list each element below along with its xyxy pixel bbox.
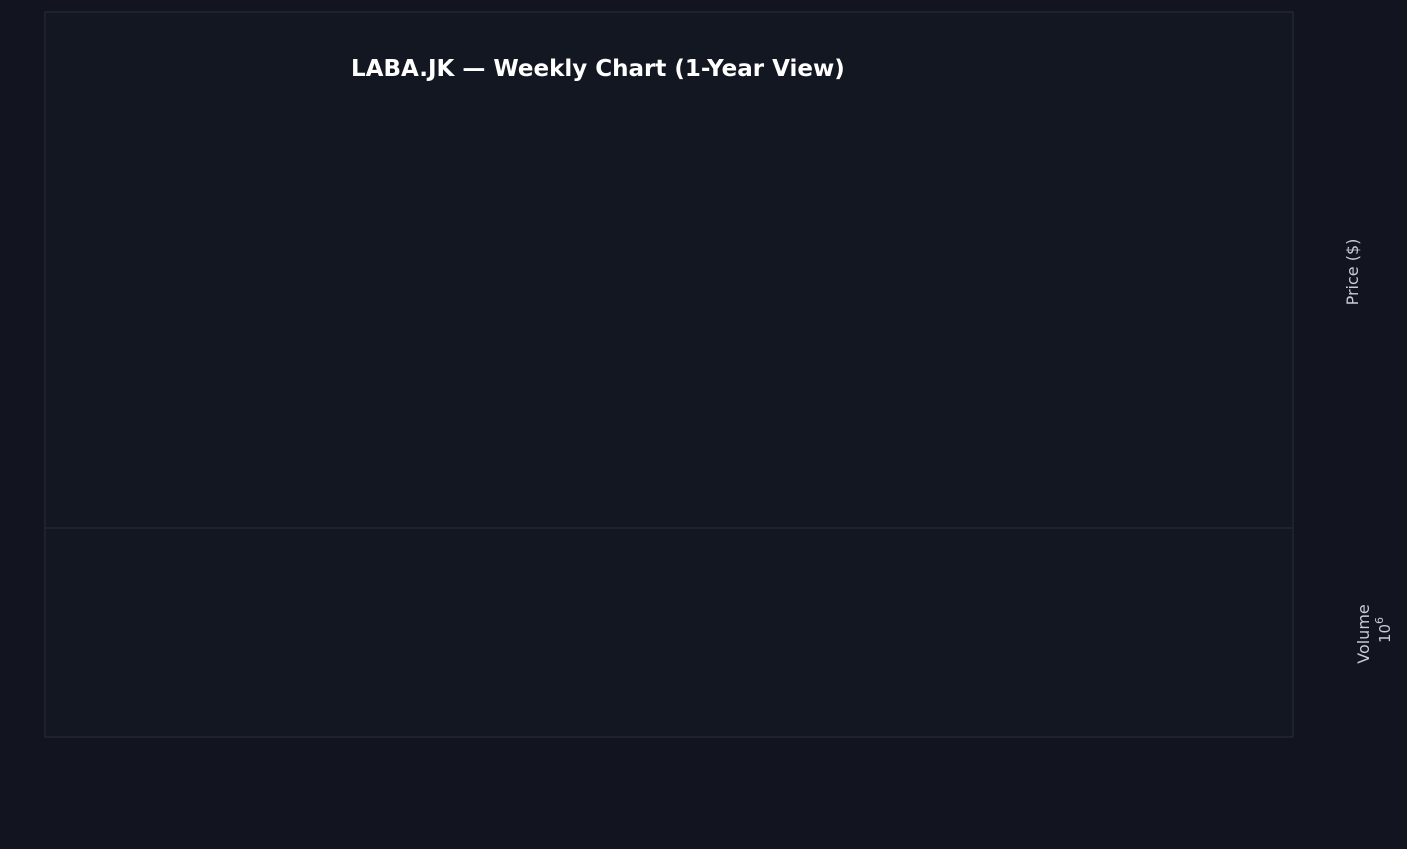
plot-frame	[44, 11, 1294, 738]
chart-title: LABA.JK — Weekly Chart (1-Year View)	[351, 56, 845, 82]
volume-axis-label: Volume	[1354, 604, 1373, 664]
exponent-power: 6	[1373, 617, 1386, 624]
volume-exponent: 106	[1373, 617, 1394, 643]
y-axis-label: Price ($)	[1343, 239, 1362, 306]
exponent-base: 10	[1376, 624, 1394, 643]
